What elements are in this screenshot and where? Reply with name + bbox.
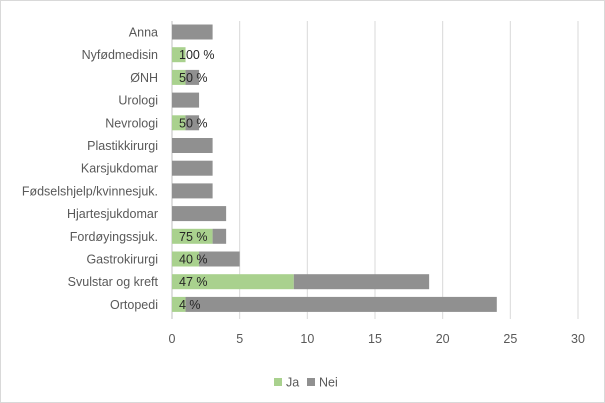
category-label-svulstar-og-kreft: Svulstar og kreft — [68, 275, 159, 289]
legend: Ja Nei — [274, 376, 338, 390]
bars — [172, 24, 497, 312]
x-tick-0: 0 — [169, 332, 176, 346]
x-tick-labels: 0 5 10 15 20 25 30 — [169, 332, 585, 346]
x-tick-10: 10 — [300, 332, 314, 346]
legend-label-nei: Nei — [319, 376, 338, 390]
data-label-onh: 50 % — [179, 71, 208, 85]
data-label-nevrologi: 50 % — [179, 116, 208, 130]
x-tick-25: 25 — [503, 332, 517, 346]
x-tick-20: 20 — [436, 332, 450, 346]
bar-nei-fodselshjelp-kvinnesjuk — [172, 183, 213, 199]
category-label-nyfodmedisin: Nyfødmedisin — [82, 48, 158, 62]
bar-nei-plastikkirurgi — [172, 138, 213, 153]
gridlines — [171, 21, 579, 319]
category-label-fordoyingssjuk: Fordøyingssjuk. — [70, 230, 158, 244]
category-label-ortopedi: Ortopedi — [110, 298, 158, 312]
category-label-karsjukdomar: Karsjukdomar — [81, 162, 158, 176]
category-label-plastikkirurgi: Plastikkirurgi — [87, 139, 158, 153]
category-label-urologi: Urologi — [118, 94, 158, 108]
category-label-gastrokirurgi: Gastrokirurgi — [86, 253, 158, 267]
bar-nei-svulstar-og-kreft — [293, 274, 430, 290]
bar-ja-svulstar-og-kreft — [172, 274, 294, 290]
x-tick-5: 5 — [236, 332, 243, 346]
bar-nei-urologi — [172, 92, 200, 108]
bar-ja-fordoyingssjuk — [172, 228, 213, 244]
category-label-hjartesjukdomar: Hjartesjukdomar — [67, 207, 158, 221]
data-label-gastrokirurgi: 40 % — [179, 253, 208, 267]
bar-ja-onh — [172, 69, 186, 85]
data-label-ortopedi: 4 % — [179, 298, 201, 312]
data-label-svulstar-og-kreft: 47 % — [179, 275, 208, 289]
bar-nei-nevrologi — [185, 115, 200, 131]
legend-label-ja: Ja — [286, 376, 299, 390]
data-label-nyfodmedisin: 100 % — [179, 48, 214, 62]
bar-ja-ortopedi — [172, 296, 186, 312]
bar-nei-ortopedi — [185, 296, 497, 312]
legend-swatch-nei — [307, 378, 315, 386]
bar-nei-fordoyingssjuk — [212, 228, 227, 244]
category-label-nevrologi: Nevrologi — [105, 116, 158, 130]
bar-nei-karsjukdomar — [172, 160, 213, 176]
bar-ja-nevrologi — [172, 115, 186, 131]
x-tick-30: 30 — [571, 332, 585, 346]
data-labels: 100 % 50 % 50 % 75 % 40 % 47 % 4 % — [179, 48, 214, 312]
bar-nei-hjartesjukdomar — [172, 206, 227, 222]
legend-swatch-ja — [274, 378, 282, 386]
x-tick-15: 15 — [368, 332, 382, 346]
category-label-fodselshjelp-kvinnesjuk: Fødselshjelp/kvinnesjuk. — [22, 184, 158, 198]
category-label-onh: ØNH — [130, 71, 158, 85]
bar-ja-nyfodmedisin — [172, 47, 186, 63]
category-labels: Anna Nyfødmedisin ØNH Urologi Nevrologi Plast… — [22, 26, 159, 312]
bar-nei-onh — [185, 69, 200, 85]
category-label-anna: Anna — [129, 26, 158, 40]
bar-nei-gastrokirurgi — [199, 251, 240, 267]
data-label-fordoyingssjuk: 75 % — [179, 230, 208, 244]
bar-ja-gastrokirurgi — [172, 251, 200, 267]
bar-nei-anna — [172, 24, 213, 40]
